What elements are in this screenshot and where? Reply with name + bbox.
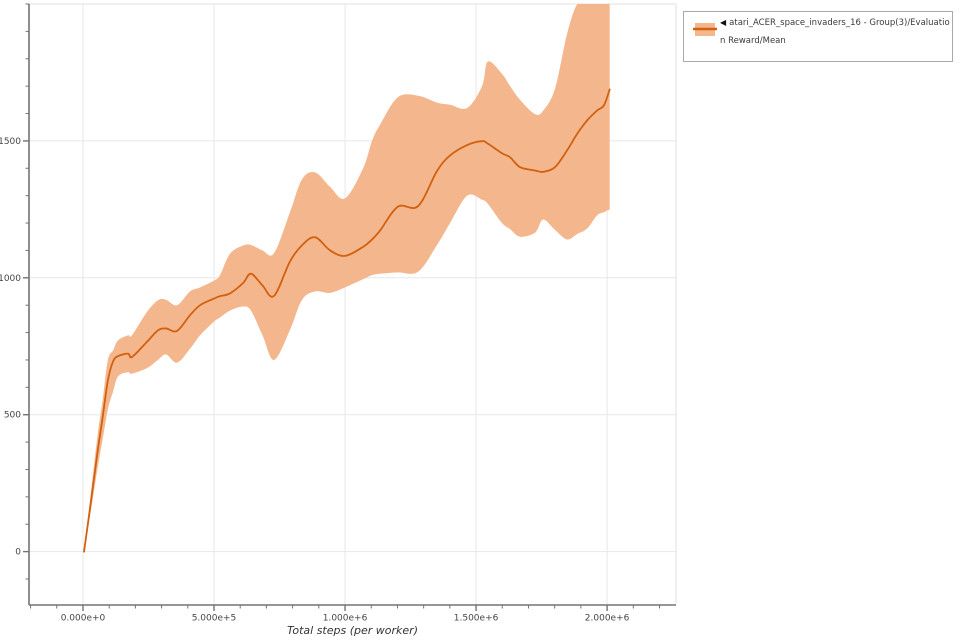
legend-item[interactable]: ◀ atari_ACER_space_invaders_16 - Group(3)… xyxy=(720,12,952,50)
y-axis-tick-label: 500 xyxy=(4,411,21,421)
x-axis-tick-label: 0.000e+0 xyxy=(61,614,106,624)
x-axis-tick-label: 1.500e+6 xyxy=(454,614,499,624)
y-axis-tick-label: 1500 xyxy=(0,137,21,147)
legend-box: ◀ atari_ACER_space_invaders_16 - Group(3)… xyxy=(683,11,953,62)
y-axis-tick-label: 0 xyxy=(15,548,21,558)
series-band xyxy=(84,4,610,552)
x-axis-tick-label: 5.000e+5 xyxy=(192,614,237,624)
legend-swatch xyxy=(693,23,717,36)
x-axis-tick-label: 2.000e+6 xyxy=(585,614,630,624)
collapse-triangle-icon[interactable]: ◀ xyxy=(720,18,727,27)
x-axis-title: Total steps (per worker) xyxy=(287,624,418,637)
series-line xyxy=(83,88,611,553)
y-axis-tick-label: 1000 xyxy=(0,274,21,284)
x-axis-tick-label: 1.000e+6 xyxy=(323,614,368,624)
legend-label[interactable]: atari_ACER_space_invaders_16 - Group(3)/… xyxy=(720,18,950,46)
